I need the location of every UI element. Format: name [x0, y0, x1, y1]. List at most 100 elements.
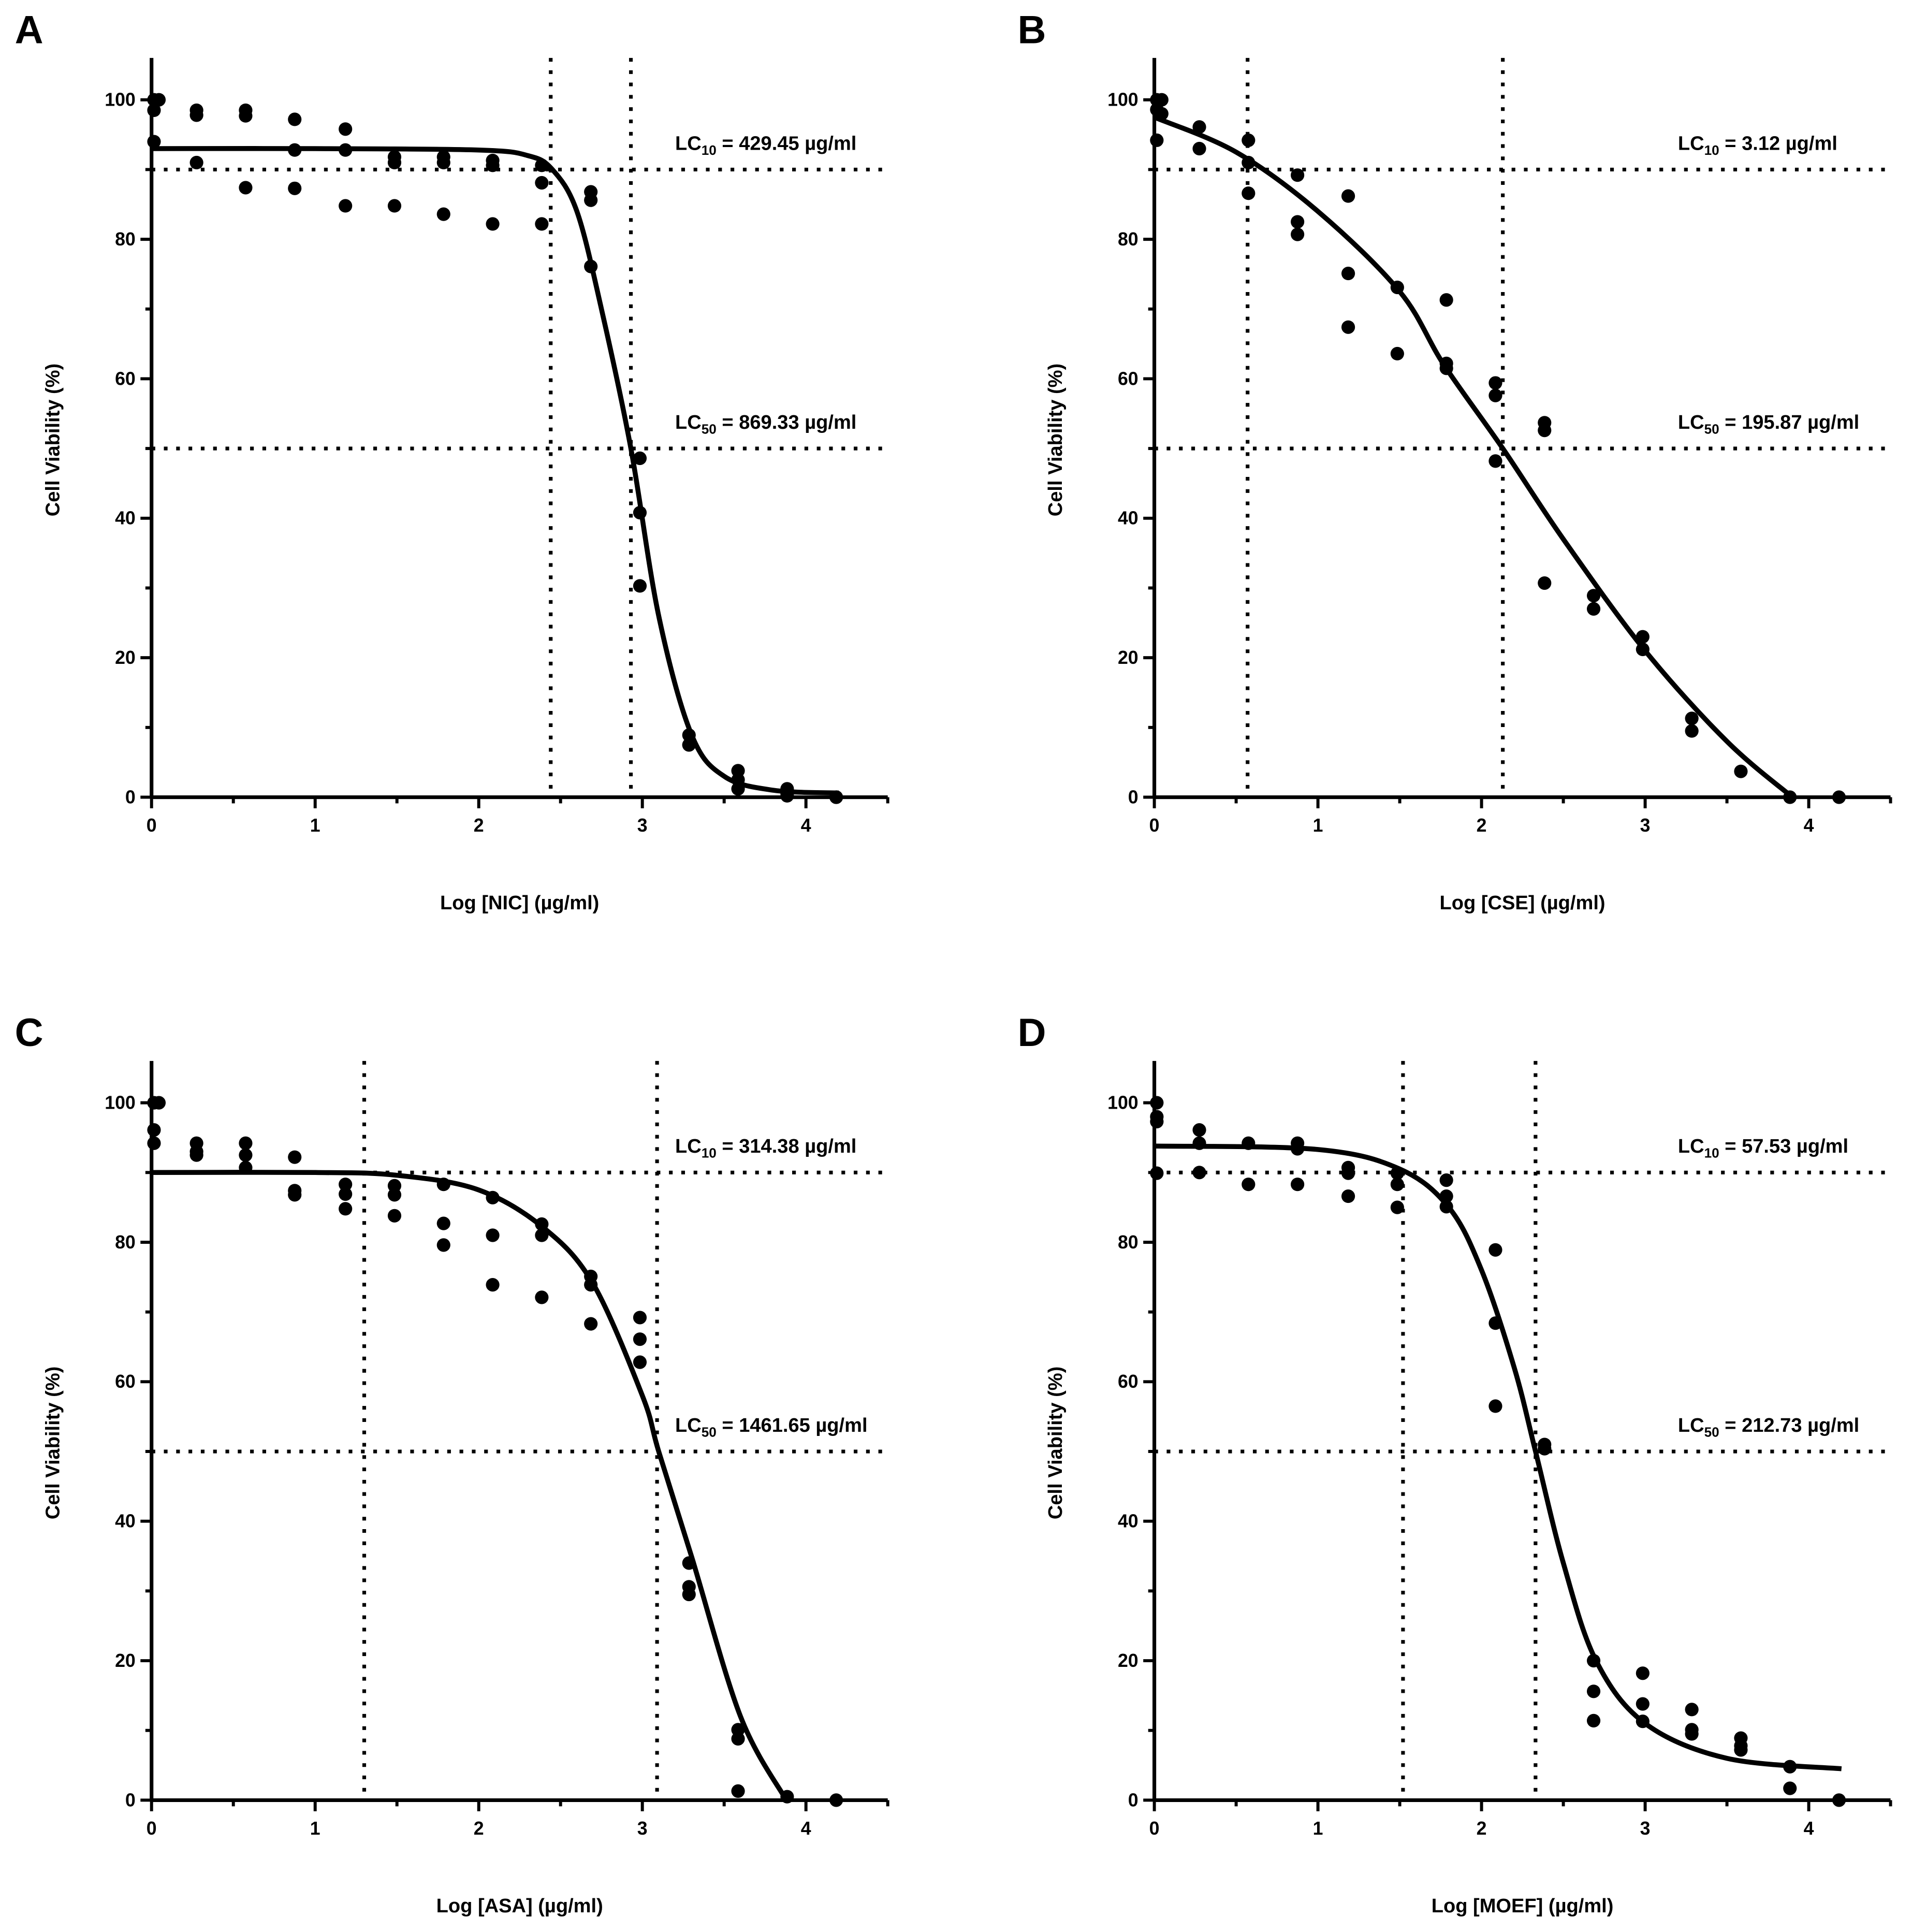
data-point	[1390, 346, 1404, 361]
x-tick-label: 4	[801, 1818, 811, 1839]
y-tick-label: 100	[1107, 90, 1139, 110]
y-tick-label: 80	[115, 229, 136, 250]
lc-value: = 1461.65 µg/ml	[717, 1415, 868, 1436]
fit-curve	[151, 146, 839, 796]
data-point	[189, 1148, 203, 1162]
panel-a: A 0 20 40 60 80 100 0 1 2 3 4 Log [NIC] (µg/ml) Cell …	[15, 8, 889, 914]
data-point	[1341, 189, 1355, 203]
data-point	[436, 1238, 450, 1252]
data-point	[633, 1355, 647, 1369]
x-tick-label: 1	[1313, 815, 1323, 836]
data-point	[339, 143, 353, 157]
lc-subscript: 10	[1704, 1145, 1719, 1161]
data-point	[436, 155, 450, 170]
data-point	[731, 1732, 745, 1746]
data-point	[1341, 1189, 1355, 1203]
data-point	[1242, 155, 1256, 170]
data-point	[1150, 1166, 1164, 1180]
lc-value: = 3.12 µg/ml	[1719, 133, 1837, 154]
x-axis-label: Log [NIC] (µg/ml)	[440, 892, 599, 914]
x-tick-label: 0	[1149, 815, 1160, 836]
x-tick-label: 2	[1477, 815, 1487, 836]
data-point	[1734, 1743, 1748, 1757]
data-point	[147, 1123, 161, 1137]
data-point	[1390, 1166, 1404, 1180]
data-point	[1538, 1442, 1552, 1456]
lc-subscript: 50	[702, 1424, 717, 1440]
lc-annotation: LC10 = 314.38 µg/ml	[675, 1136, 856, 1161]
data-point	[387, 1209, 402, 1223]
lc-label: LC	[1678, 1136, 1704, 1157]
data-point	[1150, 1096, 1164, 1110]
y-tick-label: 100	[105, 90, 136, 110]
y-axis-label: Cell Viability (%)	[42, 364, 64, 516]
data-point	[288, 143, 302, 157]
lc-subscript: 10	[702, 142, 717, 158]
data-point	[1341, 320, 1355, 334]
data-point	[584, 1317, 598, 1331]
x-tick-label: 4	[801, 815, 811, 836]
data-point	[239, 109, 253, 123]
lc-label: LC	[1678, 1415, 1704, 1436]
data-point	[436, 207, 450, 221]
data-point	[535, 176, 549, 190]
data-point	[682, 1556, 696, 1570]
lc-subscript: 50	[702, 422, 717, 437]
y-tick-label: 60	[115, 368, 136, 389]
data-point	[633, 1311, 647, 1325]
data-point	[239, 1136, 253, 1150]
x-tick-label: 1	[310, 815, 320, 836]
panel-d: D 0 20 40 60 80 100 0 1 2 3 4 Log [MOEF] (µg/ml) Cell…	[1017, 1011, 1892, 1917]
panel-c: C 0 20 40 60 80 100 0 1 2 3 4 Log [ASA] (µg/ml) Cell …	[15, 1011, 889, 1917]
data-point	[1192, 120, 1206, 134]
y-tick-label: 0	[1128, 1790, 1139, 1810]
data-point	[1291, 215, 1305, 229]
data-point	[633, 579, 647, 593]
data-point	[1734, 764, 1748, 778]
data-point	[147, 1136, 161, 1150]
data-point	[1488, 376, 1502, 390]
data-point	[633, 1332, 647, 1346]
y-tick-label: 60	[1118, 368, 1139, 389]
data-point	[1685, 711, 1699, 725]
data-point	[1242, 186, 1256, 200]
x-axis-label: Log [ASA] (µg/ml)	[436, 1895, 603, 1917]
data-point	[1439, 361, 1453, 375]
data-point	[682, 738, 696, 752]
data-point	[1488, 388, 1502, 402]
lc-label: LC	[1678, 412, 1704, 433]
data-point	[1586, 589, 1601, 603]
data-point	[584, 1278, 598, 1292]
y-tick-label: 80	[1118, 1232, 1139, 1253]
data-point	[1390, 280, 1404, 295]
data-point	[1488, 1243, 1502, 1257]
panel-letter: A	[15, 8, 43, 52]
data-point	[387, 1188, 402, 1202]
y-tick-label: 80	[1118, 229, 1139, 250]
lc-annotation: LC10 = 3.12 µg/ml	[1678, 133, 1837, 158]
fit-curve	[151, 1170, 789, 1802]
data-point	[584, 259, 598, 273]
data-point	[339, 1202, 353, 1216]
data-point	[339, 1178, 353, 1192]
x-tick-label: 0	[147, 815, 157, 836]
lc-annotation: LC50 = 195.87 µg/ml	[1678, 412, 1859, 437]
data-point	[1291, 168, 1305, 182]
y-axis-label: Cell Viability (%)	[1045, 1367, 1067, 1519]
data-point	[1685, 1703, 1699, 1717]
data-point	[288, 112, 302, 126]
panel-letter: D	[1017, 1011, 1046, 1055]
data-point	[1439, 1200, 1453, 1214]
data-point	[1439, 1189, 1453, 1203]
data-point	[1192, 1123, 1206, 1137]
x-axis-label: Log [MOEF] (µg/ml)	[1432, 1895, 1614, 1917]
y-tick-label: 60	[1118, 1371, 1139, 1392]
data-point	[1242, 1178, 1256, 1192]
x-tick-label: 4	[1804, 1818, 1814, 1839]
data-point	[1783, 790, 1797, 804]
data-point	[1832, 1793, 1846, 1807]
lc-annotation: LC10 = 429.45 µg/ml	[675, 133, 856, 158]
data-point	[633, 505, 647, 520]
y-tick-label: 20	[1118, 647, 1139, 668]
data-point	[147, 135, 161, 149]
